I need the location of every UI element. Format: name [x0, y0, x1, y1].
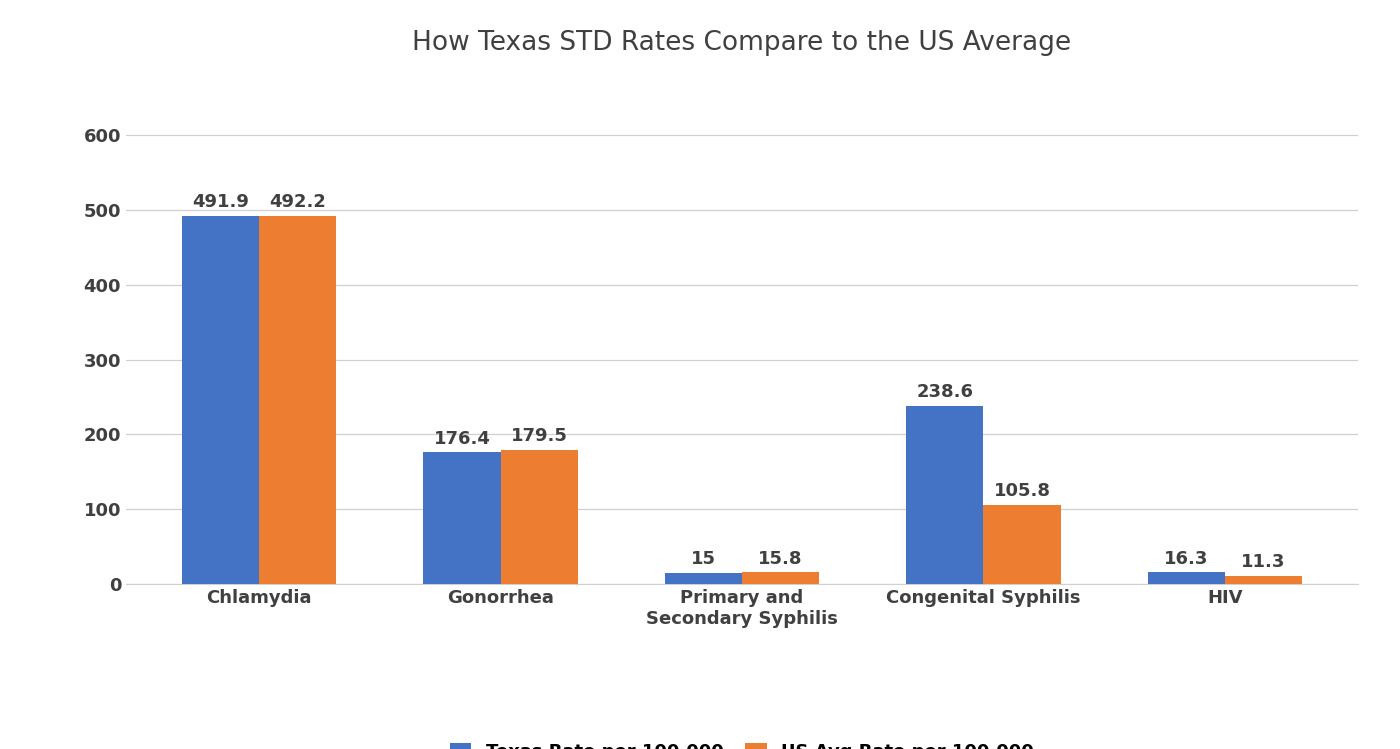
Text: 16.3: 16.3: [1163, 550, 1208, 568]
Text: 15.8: 15.8: [759, 550, 802, 568]
Bar: [742, 572, 819, 584]
Text: 176.4: 176.4: [434, 430, 490, 448]
Bar: [259, 216, 336, 584]
Legend: Texas Rate per 100,000, US Avg Rate per 100,000: Texas Rate per 100,000, US Avg Rate per …: [442, 736, 1042, 749]
Text: 15: 15: [690, 551, 715, 568]
Bar: [983, 505, 1061, 584]
Text: 238.6: 238.6: [916, 383, 973, 401]
Bar: [182, 216, 259, 584]
Text: 105.8: 105.8: [994, 482, 1050, 500]
Bar: [906, 405, 983, 584]
Bar: [501, 449, 578, 584]
Bar: [1225, 576, 1302, 584]
Text: 179.5: 179.5: [511, 427, 567, 445]
Bar: [665, 573, 742, 584]
Text: 492.2: 492.2: [269, 193, 326, 211]
Title: How Texas STD Rates Compare to the US Average: How Texas STD Rates Compare to the US Av…: [413, 30, 1071, 56]
Text: 491.9: 491.9: [192, 193, 249, 211]
Bar: [1148, 572, 1225, 584]
Text: 11.3: 11.3: [1242, 554, 1285, 571]
Bar: [423, 452, 501, 584]
